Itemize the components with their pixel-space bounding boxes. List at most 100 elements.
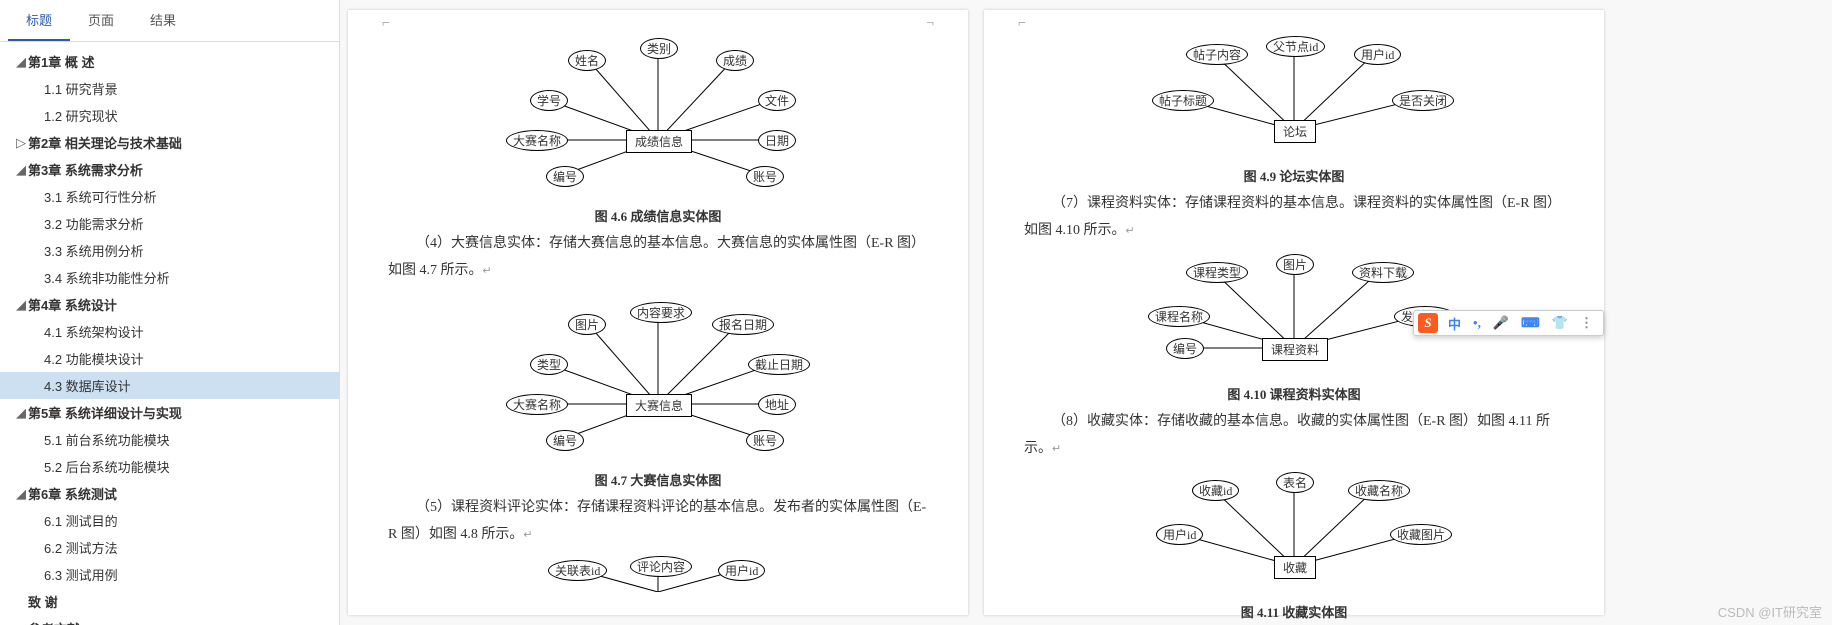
er-attr: 编号 <box>1166 338 1204 359</box>
er-attr: 帖子内容 <box>1186 44 1248 65</box>
er-attr: 地址 <box>758 394 796 415</box>
collapse-icon[interactable]: ◢ <box>16 297 28 313</box>
outline-item[interactable]: 3.1 系统可行性分析 <box>0 183 339 210</box>
collapse-icon[interactable]: ◢ <box>16 54 28 70</box>
er-attr: 关联表id <box>548 560 607 581</box>
er-attr: 帖子标题 <box>1152 90 1214 111</box>
er-attr: 表名 <box>1276 472 1314 493</box>
outline-ch6[interactable]: ◢第6章 系统测试 <box>0 480 339 507</box>
er-attr: 收藏名称 <box>1348 480 1410 501</box>
outline-item[interactable]: 1.1 研究背景 <box>0 75 339 102</box>
er-attr: 大赛名称 <box>506 394 568 415</box>
outline-item[interactable]: 6.2 测试方法 <box>0 534 339 561</box>
page-right: ⌐ 帖子内容 父节点id 用户id 是否关闭 帖子标题 论坛 图 4.9 论坛实… <box>984 10 1604 615</box>
er-attr: 类型 <box>530 354 568 375</box>
er-diagram-4-11: 收藏id 表名 收藏名称 收藏图片 用户id 收藏 <box>1104 466 1484 596</box>
ime-keyboard-icon[interactable]: ⌨ <box>1515 315 1546 331</box>
er-attr: 用户id <box>718 560 765 581</box>
er-attr: 姓名 <box>568 50 606 71</box>
collapse-icon[interactable]: ◢ <box>16 486 28 502</box>
er-attr: 文件 <box>758 90 796 111</box>
er-attr: 大赛名称 <box>506 130 568 151</box>
outline-ch2[interactable]: ▷第2章 相关理论与技术基础 <box>0 129 339 156</box>
figure-caption: 图 4.6 成绩信息实体图 <box>388 206 928 225</box>
outline-ch3[interactable]: ◢第3章 系统需求分析 <box>0 156 339 183</box>
figure-caption: 图 4.10 课程资料实体图 <box>1024 384 1564 403</box>
expand-icon[interactable]: ▷ <box>16 135 28 151</box>
er-attr: 课程名称 <box>1148 306 1210 327</box>
er-attr: 图片 <box>568 314 606 335</box>
er-attr: 报名日期 <box>712 314 774 335</box>
figure-caption: 图 4.9 论坛实体图 <box>1024 166 1564 185</box>
er-entity: 大赛信息 <box>626 394 692 417</box>
er-attr: 父节点id <box>1266 36 1325 57</box>
er-attr: 评论内容 <box>630 556 692 577</box>
er-attr: 资料下载 <box>1352 262 1414 283</box>
outline-item[interactable]: 4.2 功能模块设计 <box>0 345 339 372</box>
er-attr: 成绩 <box>716 50 754 71</box>
er-attr: 截止日期 <box>748 354 810 375</box>
outline-ch5[interactable]: ◢第5章 系统详细设计与实现 <box>0 399 339 426</box>
nav-tabs: 标题 页面 结果 <box>0 0 339 42</box>
collapse-icon[interactable]: ◢ <box>16 162 28 178</box>
er-attr: 日期 <box>758 130 796 151</box>
navigation-pane: 标题 页面 结果 ◢第1章 概 述 1.1 研究背景 1.2 研究现状 ▷第2章… <box>0 0 340 625</box>
body-text: （4）大赛信息实体：存储大赛信息的基本信息。大赛信息的实体属性图（E-R 图）如… <box>388 231 928 284</box>
er-attr: 编号 <box>546 430 584 451</box>
er-diagram-4-9: 帖子内容 父节点id 用户id 是否关闭 帖子标题 论坛 <box>1104 30 1484 160</box>
er-attr: 学号 <box>530 90 568 111</box>
collapse-icon[interactable]: ◢ <box>16 405 28 421</box>
outline-ch4[interactable]: ◢第4章 系统设计 <box>0 291 339 318</box>
outline-item[interactable]: 3.2 功能需求分析 <box>0 210 339 237</box>
er-attr: 编号 <box>546 166 584 187</box>
er-attr: 账号 <box>746 166 784 187</box>
body-text: （5）课程资料评论实体：存储课程资料评论的基本信息。发布者的实体属性图（E-R … <box>388 495 928 548</box>
tab-headings[interactable]: 标题 <box>8 0 70 41</box>
er-attr: 收藏图片 <box>1390 524 1452 545</box>
ime-skin-icon[interactable]: 👕 <box>1546 315 1574 331</box>
er-attr: 是否关闭 <box>1392 90 1454 111</box>
outline-item[interactable]: 6.3 测试用例 <box>0 561 339 588</box>
document-area: ⌐ ¬ 姓名 类别 成绩 文件 日期 账号 编号 大赛名称 学号 成绩信息 图 … <box>340 0 1832 625</box>
tab-pages[interactable]: 页面 <box>70 0 132 41</box>
er-attr: 账号 <box>746 430 784 451</box>
ime-lang[interactable]: 中 <box>1442 314 1467 333</box>
er-attr: 用户id <box>1156 524 1203 545</box>
outline-item[interactable]: 5.2 后台系统功能模块 <box>0 453 339 480</box>
outline-item[interactable]: 6.1 测试目的 <box>0 507 339 534</box>
figure-caption: 图 4.11 收藏实体图 <box>1024 602 1564 621</box>
body-text: （7）课程资料实体：存储课程资料的基本信息。课程资料的实体属性图（E-R 图）如… <box>1024 191 1564 244</box>
er-diagram-4-6: 姓名 类别 成绩 文件 日期 账号 编号 大赛名称 学号 成绩信息 <box>468 30 848 200</box>
watermark: CSDN @IT研究室 <box>1718 602 1822 621</box>
sogou-logo-icon: S <box>1418 313 1438 333</box>
outline-tree: ◢第1章 概 述 1.1 研究背景 1.2 研究现状 ▷第2章 相关理论与技术基… <box>0 42 339 625</box>
body-text: （8）收藏实体：存储收藏的基本信息。收藏的实体属性图（E-R 图）如图 4.11… <box>1024 409 1564 462</box>
er-attr: 内容要求 <box>630 302 692 323</box>
er-diagram-4-7: 图片 内容要求 报名日期 截止日期 地址 账号 编号 大赛名称 类型 大赛信息 <box>468 294 848 464</box>
figure-caption: 图 4.7 大赛信息实体图 <box>388 470 928 489</box>
outline-item[interactable]: 4.1 系统架构设计 <box>0 318 339 345</box>
ime-punct-icon[interactable]: •, <box>1467 315 1487 331</box>
outline-ch1[interactable]: ◢第1章 概 述 <box>0 48 339 75</box>
ime-mic-icon[interactable]: 🎤 <box>1487 315 1515 331</box>
er-attr: 课程类型 <box>1186 262 1248 283</box>
ime-toolbar[interactable]: S 中 •, 🎤 ⌨ 👕 ⋮ <box>1413 310 1604 336</box>
page-left: ⌐ ¬ 姓名 类别 成绩 文件 日期 账号 编号 大赛名称 学号 成绩信息 图 … <box>348 10 968 615</box>
er-entity: 论坛 <box>1274 120 1316 143</box>
er-attr: 类别 <box>640 38 678 59</box>
outline-item[interactable]: 3.3 系统用例分析 <box>0 237 339 264</box>
ime-more-icon[interactable]: ⋮ <box>1574 315 1599 331</box>
tab-results[interactable]: 结果 <box>132 0 194 41</box>
outline-ack[interactable]: 致 谢 <box>0 588 339 615</box>
er-diagram-4-8: 关联表id 评论内容 用户id <box>468 552 848 592</box>
outline-item[interactable]: 3.4 系统非功能性分析 <box>0 264 339 291</box>
er-entity: 收藏 <box>1274 556 1316 579</box>
er-entity: 课程资料 <box>1262 338 1328 361</box>
outline-item[interactable]: 5.1 前台系统功能模块 <box>0 426 339 453</box>
er-attr: 用户id <box>1354 44 1401 65</box>
er-attr: 收藏id <box>1192 480 1239 501</box>
outline-ref[interactable]: 参考文献 <box>0 615 339 625</box>
outline-item-current[interactable]: 4.3 数据库设计 <box>0 372 339 399</box>
outline-item[interactable]: 1.2 研究现状 <box>0 102 339 129</box>
er-entity: 成绩信息 <box>626 130 692 153</box>
